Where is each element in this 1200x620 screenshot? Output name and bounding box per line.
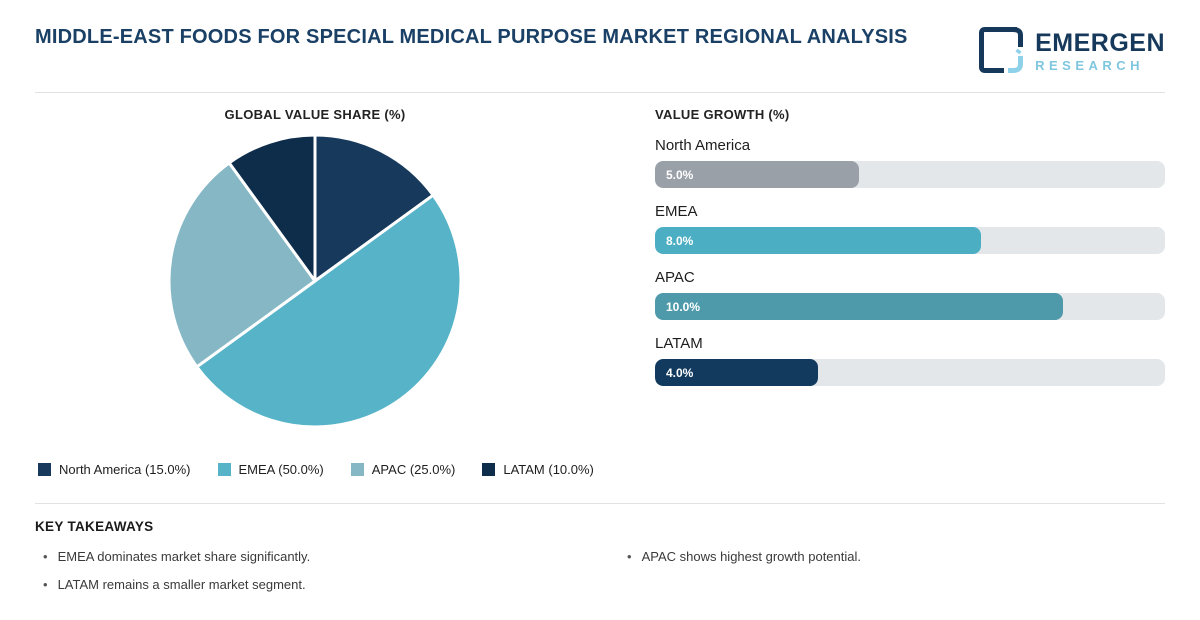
header: MIDDLE-EAST FOODS FOR SPECIAL MEDICAL PU… (0, 0, 1200, 76)
legend-label: APAC (25.0%) (371, 462, 456, 477)
takeaways-grid: • EMEA dominates market share significan… (35, 549, 1165, 592)
bar-fill: 5.0% (655, 161, 859, 188)
pie-slice-emea (195, 193, 463, 429)
bars-title: VALUE GROWTH (%) (655, 107, 790, 122)
bar-fill: 10.0% (655, 293, 1063, 320)
takeaway-item: • LATAM remains a smaller market segment… (35, 577, 590, 592)
section-divider (35, 503, 1165, 504)
legend-swatch-icon (217, 463, 231, 476)
bar-value: 4.0% (666, 365, 694, 380)
page-title: MIDDLE-EAST FOODS FOR SPECIAL MEDICAL PU… (35, 26, 908, 48)
takeaway-item: • EMEA dominates market share significan… (35, 549, 590, 564)
takeaways-column-right: • APAC shows highest growth potential. (610, 549, 1165, 592)
takeaway-text: APAC shows highest growth potential. (641, 549, 861, 564)
brand-text: EMERGEN RESEARCH (1035, 28, 1165, 73)
bar-value: 5.0% (666, 167, 694, 182)
bar-group-apac: APAC 10.0% (655, 269, 1165, 320)
pie-slice-latam (227, 133, 317, 283)
takeaways-column-left: • EMEA dominates market share significan… (35, 549, 590, 592)
legend-label: North America (15.0%) (59, 462, 191, 477)
bar-track: 4.0% (655, 359, 1165, 386)
bullet-icon: • (627, 549, 632, 564)
bars-section: VALUE GROWTH (%) North America 5.0% EMEA… (595, 107, 1165, 436)
pie-section: GLOBAL VALUE SHARE (%) (35, 107, 595, 436)
legend-label: EMEA (50.0%) (238, 462, 324, 477)
bar-fill: 8.0% (655, 227, 982, 254)
bar-value: 10.0% (666, 299, 701, 314)
bar-group-latam: LATAM 4.0% (655, 335, 1165, 386)
legend-item-emea: EMEA (50.0%) (217, 462, 324, 477)
takeaway-text: LATAM remains a smaller market segment. (57, 577, 306, 592)
bar-label: EMEA (655, 203, 698, 220)
bar-label: APAC (655, 269, 695, 286)
pie-slice-apac (167, 161, 317, 369)
pie-chart (165, 131, 465, 436)
bar-group-north-america: North America 5.0% (655, 137, 1165, 188)
legend-swatch-icon (482, 463, 496, 476)
bar-track: 5.0% (655, 161, 1165, 188)
takeaway-text: EMEA dominates market share significantl… (57, 549, 311, 564)
brand-name: EMERGEN (1035, 28, 1165, 57)
pie-slice-north-america (313, 133, 435, 283)
brand-subname: RESEARCH (1035, 57, 1145, 73)
takeaway-item: • APAC shows highest growth potential. (610, 549, 1165, 564)
bar-group-emea: EMEA 8.0% (655, 203, 1165, 254)
takeaways-heading: KEY TAKEAWAYS (35, 519, 154, 534)
bar-value: 8.0% (666, 233, 694, 248)
legend-swatch-icon (38, 463, 51, 476)
legend-item-apac: APAC (25.0%) (350, 462, 456, 477)
brand-logo: EMERGEN RESEARCH (977, 26, 1165, 76)
bullet-icon: • (43, 549, 48, 564)
bar-label: LATAM (655, 335, 703, 352)
bar-fill: 4.0% (655, 359, 819, 386)
legend-item-latam: LATAM (10.0%) (482, 462, 594, 477)
bar-label: North America (655, 137, 751, 154)
header-divider (35, 92, 1165, 93)
bar-track: 8.0% (655, 227, 1165, 254)
pie-title: GLOBAL VALUE SHARE (%) (224, 107, 406, 122)
pie-legend: North America (15.0%) EMEA (50.0%) APAC … (0, 462, 1200, 477)
bar-track: 10.0% (655, 293, 1165, 320)
legend-swatch-icon (350, 463, 364, 476)
legend-item-north-america: North America (15.0%) (38, 462, 191, 477)
logo-mark-icon (979, 27, 1024, 73)
charts-row: GLOBAL VALUE SHARE (%) VALUE GROWTH (%) … (0, 93, 1200, 436)
bullet-icon: • (43, 577, 48, 592)
key-takeaways: KEY TAKEAWAYS • EMEA dominates market sh… (0, 504, 1200, 592)
legend-label: LATAM (10.0%) (503, 462, 594, 477)
